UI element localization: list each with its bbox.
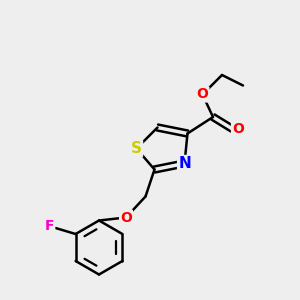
Text: N: N — [178, 156, 191, 171]
Text: F: F — [45, 220, 54, 233]
Text: O: O — [232, 122, 244, 136]
Text: O: O — [120, 211, 132, 224]
Text: O: O — [196, 88, 208, 101]
Text: S: S — [131, 141, 142, 156]
